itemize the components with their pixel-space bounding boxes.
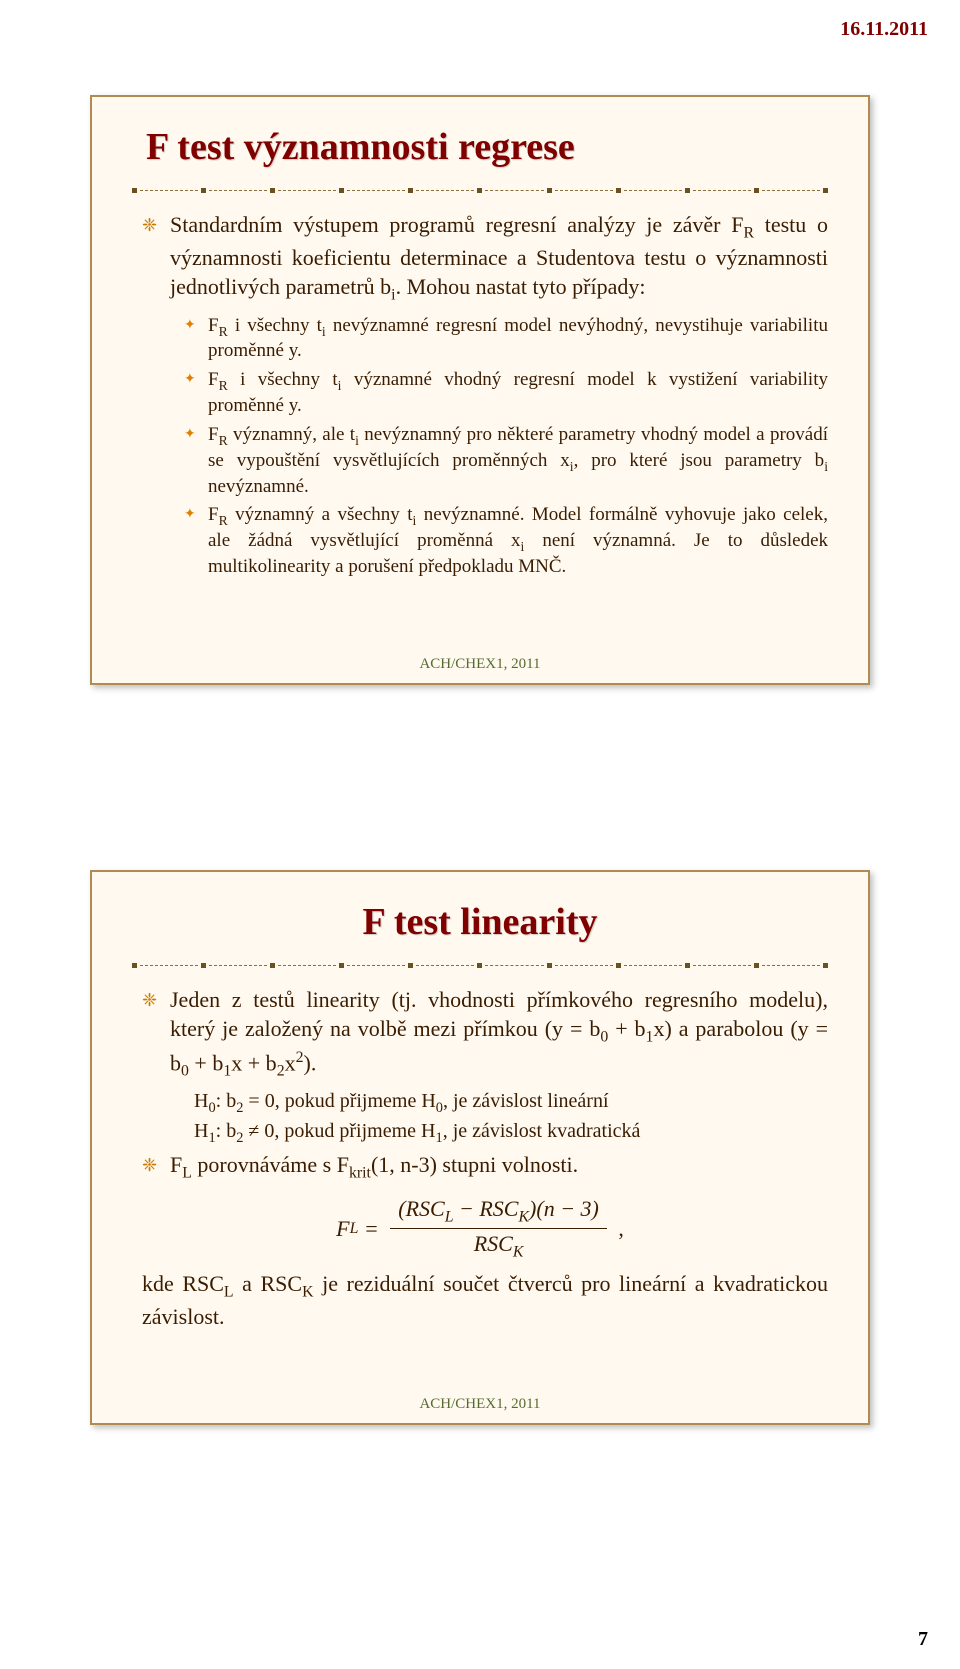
slide2-closing-text: kde RSCL a RSCK je reziduální součet čtv… (142, 1270, 828, 1332)
slide1-footer: ACH/CHEX1, 2011 (92, 656, 868, 673)
slide1-case-4-text: FR významný a všechny ti nevýznamné. Mod… (208, 503, 828, 579)
slide1-case-3-text: FR významný, ale ti nevýznamný pro někte… (208, 423, 828, 499)
bullet-icon: ❈ (142, 214, 160, 237)
sub-bullet-icon: ✦ (184, 371, 200, 389)
slide1-case-1: ✦ FR i všechny ti nevýznamné regresní mo… (184, 314, 828, 364)
slide2-compare-text: FL porovnáváme s Fkrit(1, n-3) stupni vo… (170, 1151, 578, 1184)
slide2-closing: kde RSCL a RSCK je reziduální součet čtv… (142, 1270, 828, 1332)
slide1-case-4: ✦ FR významný a všechny ti nevýznamné. M… (184, 503, 828, 579)
page-number: 7 (918, 1628, 928, 1651)
sub-bullet-icon: ✦ (184, 426, 200, 444)
slide2-compare: ❈ FL porovnáváme s Fkrit(1, n-3) stupni … (142, 1151, 828, 1184)
slide2-h0: H0: b2 = 0, pokud přijmeme H0, je závisl… (194, 1090, 828, 1117)
slide2-formula: FL = (RSCL − RSCK)(n − 3) RSCK , (132, 1196, 828, 1262)
divider-2 (132, 958, 828, 972)
slide2-intro: ❈ Jeden z testů linearity (tj. vhodnosti… (142, 986, 828, 1082)
bullet-icon: ❈ (142, 1154, 160, 1177)
slide1-intro-text: Standardním výstupem programů regresní a… (170, 211, 828, 306)
page: 16.11.2011 F test významnosti regrese ❈ … (0, 0, 960, 1669)
slide-f-test-linearity: F test linearity ❈ Jeden z testů lineari… (90, 870, 870, 1425)
sub-bullet-icon: ✦ (184, 506, 200, 524)
slide1-case-3: ✦ FR významný, ale ti nevýznamný pro něk… (184, 423, 828, 499)
slide-f-test-regrese: F test významnosti regrese ❈ Standardním… (90, 95, 870, 685)
page-date: 16.11.2011 (840, 18, 928, 41)
slide1-case-1-text: FR i všechny ti nevýznamné regresní mode… (208, 314, 828, 364)
slide1-intro: ❈ Standardním výstupem programů regresní… (142, 211, 828, 306)
slide1-title: F test významnosti regrese (146, 125, 828, 169)
slide2-intro-text: Jeden z testů linearity (tj. vhodnosti p… (170, 986, 828, 1082)
slide2-h1: H1: b2 ≠ 0, pokud přijmeme H1, je závisl… (194, 1120, 828, 1147)
slide2-title: F test linearity (132, 900, 828, 944)
slide1-case-2: ✦ FR i všechny ti významné vhodný regres… (184, 368, 828, 418)
slide1-case-2-text: FR i všechny ti významné vhodný regresní… (208, 368, 828, 418)
slide2-footer: ACH/CHEX1, 2011 (92, 1396, 868, 1413)
divider-1 (132, 183, 828, 197)
sub-bullet-icon: ✦ (184, 317, 200, 335)
bullet-icon: ❈ (142, 989, 160, 1012)
